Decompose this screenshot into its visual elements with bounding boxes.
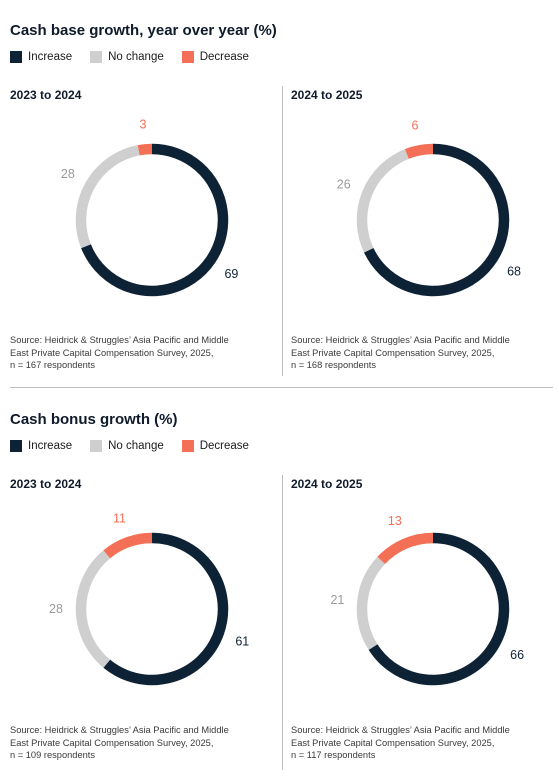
legend-item-decrease: Decrease xyxy=(181,51,249,63)
source-line: East Private Capital Compensation Survey… xyxy=(10,347,214,358)
donut-slice-no-change xyxy=(356,149,409,253)
data-label-increase: 68 xyxy=(507,264,521,278)
section-divider xyxy=(10,387,553,388)
source-note: Source: Heidrick & Struggles’ Asia Pacif… xyxy=(291,334,559,372)
donut-slice-no-change xyxy=(75,550,111,668)
panel-base-2023-2024: 2023 to 2024 69 28 3 Source: Heidrick & St… xyxy=(10,88,282,378)
panel-title: 2023 to 2024 xyxy=(10,477,82,491)
data-label-decrease: 13 xyxy=(388,514,402,528)
section-title-cash-bonus: Cash bonus growth (%) xyxy=(10,411,178,428)
source-line: East Private Capital Compensation Survey… xyxy=(291,347,495,358)
source-line: n = 168 respondents xyxy=(291,360,377,371)
source-line: n = 109 respondents xyxy=(10,750,96,761)
vertical-divider xyxy=(282,86,283,376)
legend-swatch-decrease xyxy=(181,440,194,452)
legend-swatch-no-change xyxy=(90,440,103,452)
donut-chart-bonus-2023-2024: 61 28 11 xyxy=(49,512,249,686)
data-label-increase: 61 xyxy=(235,635,249,649)
panel-bonus-2024-2025: 2024 to 2025 66 21 13 Source: Heidrick & S… xyxy=(291,477,559,769)
legend-swatch-increase xyxy=(10,440,22,452)
data-label-no-change: 26 xyxy=(337,178,351,192)
panel-title: 2024 to 2025 xyxy=(291,88,363,102)
legend-item-no-change: No change xyxy=(90,440,164,452)
data-label-increase: 66 xyxy=(510,648,524,662)
legend-item-increase: Increase xyxy=(10,51,72,63)
donut-slice-no-change xyxy=(356,556,386,650)
source-line: East Private Capital Compensation Survey… xyxy=(10,737,214,748)
source-note: Source: Heidrick & Struggles’ Asia Pacif… xyxy=(291,724,559,762)
data-label-no-change: 21 xyxy=(330,593,344,607)
data-label-decrease: 3 xyxy=(139,117,146,131)
panel-bonus-2023-2024: 2023 to 2024 61 28 11 Source: Heidrick & S… xyxy=(10,477,282,769)
legend-label-no-change: No change xyxy=(108,440,164,452)
donut-slice-increase xyxy=(103,532,229,686)
donut-slice-increase xyxy=(368,532,510,686)
legend-item-decrease: Decrease xyxy=(181,440,249,452)
panel-title: 2024 to 2025 xyxy=(291,477,363,491)
section-title-cash-base: Cash base growth, year over year (%) xyxy=(10,22,277,39)
donut-slice-increase xyxy=(364,143,510,297)
source-line: n = 167 respondents xyxy=(10,360,96,371)
panel-title: 2023 to 2024 xyxy=(10,88,82,102)
legend-label-no-change: No change xyxy=(108,51,164,63)
legend-label-increase: Increase xyxy=(28,51,73,63)
donut-slice-increase xyxy=(81,143,229,297)
donut-slice-no-change xyxy=(75,145,140,249)
donut-slice-decrease xyxy=(377,532,434,565)
data-label-no-change: 28 xyxy=(49,602,63,616)
legend-swatch-decrease xyxy=(181,51,194,63)
data-label-no-change: 28 xyxy=(61,167,75,181)
data-label-decrease: 11 xyxy=(113,512,126,526)
legend-item-no-change: No change xyxy=(90,51,164,63)
legend-swatch-no-change xyxy=(90,51,103,63)
source-line: Source: Heidrick & Struggles’ Asia Pacif… xyxy=(291,725,510,735)
donut-slice-decrease xyxy=(137,143,153,156)
donut-slice-decrease xyxy=(404,143,434,159)
vertical-divider xyxy=(282,475,283,770)
panel-base-2024-2025: 2024 to 2025 68 26 6 Source: Heidrick & St… xyxy=(291,88,559,378)
legend-label-increase: Increase xyxy=(28,440,73,452)
legend-cash-base: Increase No change Decrease xyxy=(10,51,267,63)
source-line: Source: Heidrick & Struggles’ Asia Pacif… xyxy=(10,335,229,345)
source-line: n = 117 respondents xyxy=(291,750,376,761)
donut-slice-decrease xyxy=(103,532,153,559)
legend-item-increase: Increase xyxy=(10,440,72,452)
donut-chart-bonus-2024-2025: 66 21 13 xyxy=(330,514,524,686)
source-note: Source: Heidrick & Struggles’ Asia Pacif… xyxy=(10,334,278,372)
source-line: Source: Heidrick & Struggles’ Asia Pacif… xyxy=(291,335,510,345)
source-note: Source: Heidrick & Struggles’ Asia Pacif… xyxy=(10,724,278,762)
legend-cash-bonus: Increase No change Decrease xyxy=(10,440,267,452)
source-line: Source: Heidrick & Struggles’ Asia Pacif… xyxy=(10,725,229,735)
legend-label-decrease: Decrease xyxy=(199,51,249,63)
data-label-increase: 69 xyxy=(224,267,238,281)
source-line: East Private Capital Compensation Survey… xyxy=(291,737,495,748)
legend-label-decrease: Decrease xyxy=(199,440,249,452)
legend-swatch-increase xyxy=(10,51,22,63)
donut-chart-base-2023-2024: 69 28 3 xyxy=(61,117,238,297)
data-label-decrease: 6 xyxy=(412,119,419,133)
donut-chart-base-2024-2025: 68 26 6 xyxy=(337,119,521,297)
